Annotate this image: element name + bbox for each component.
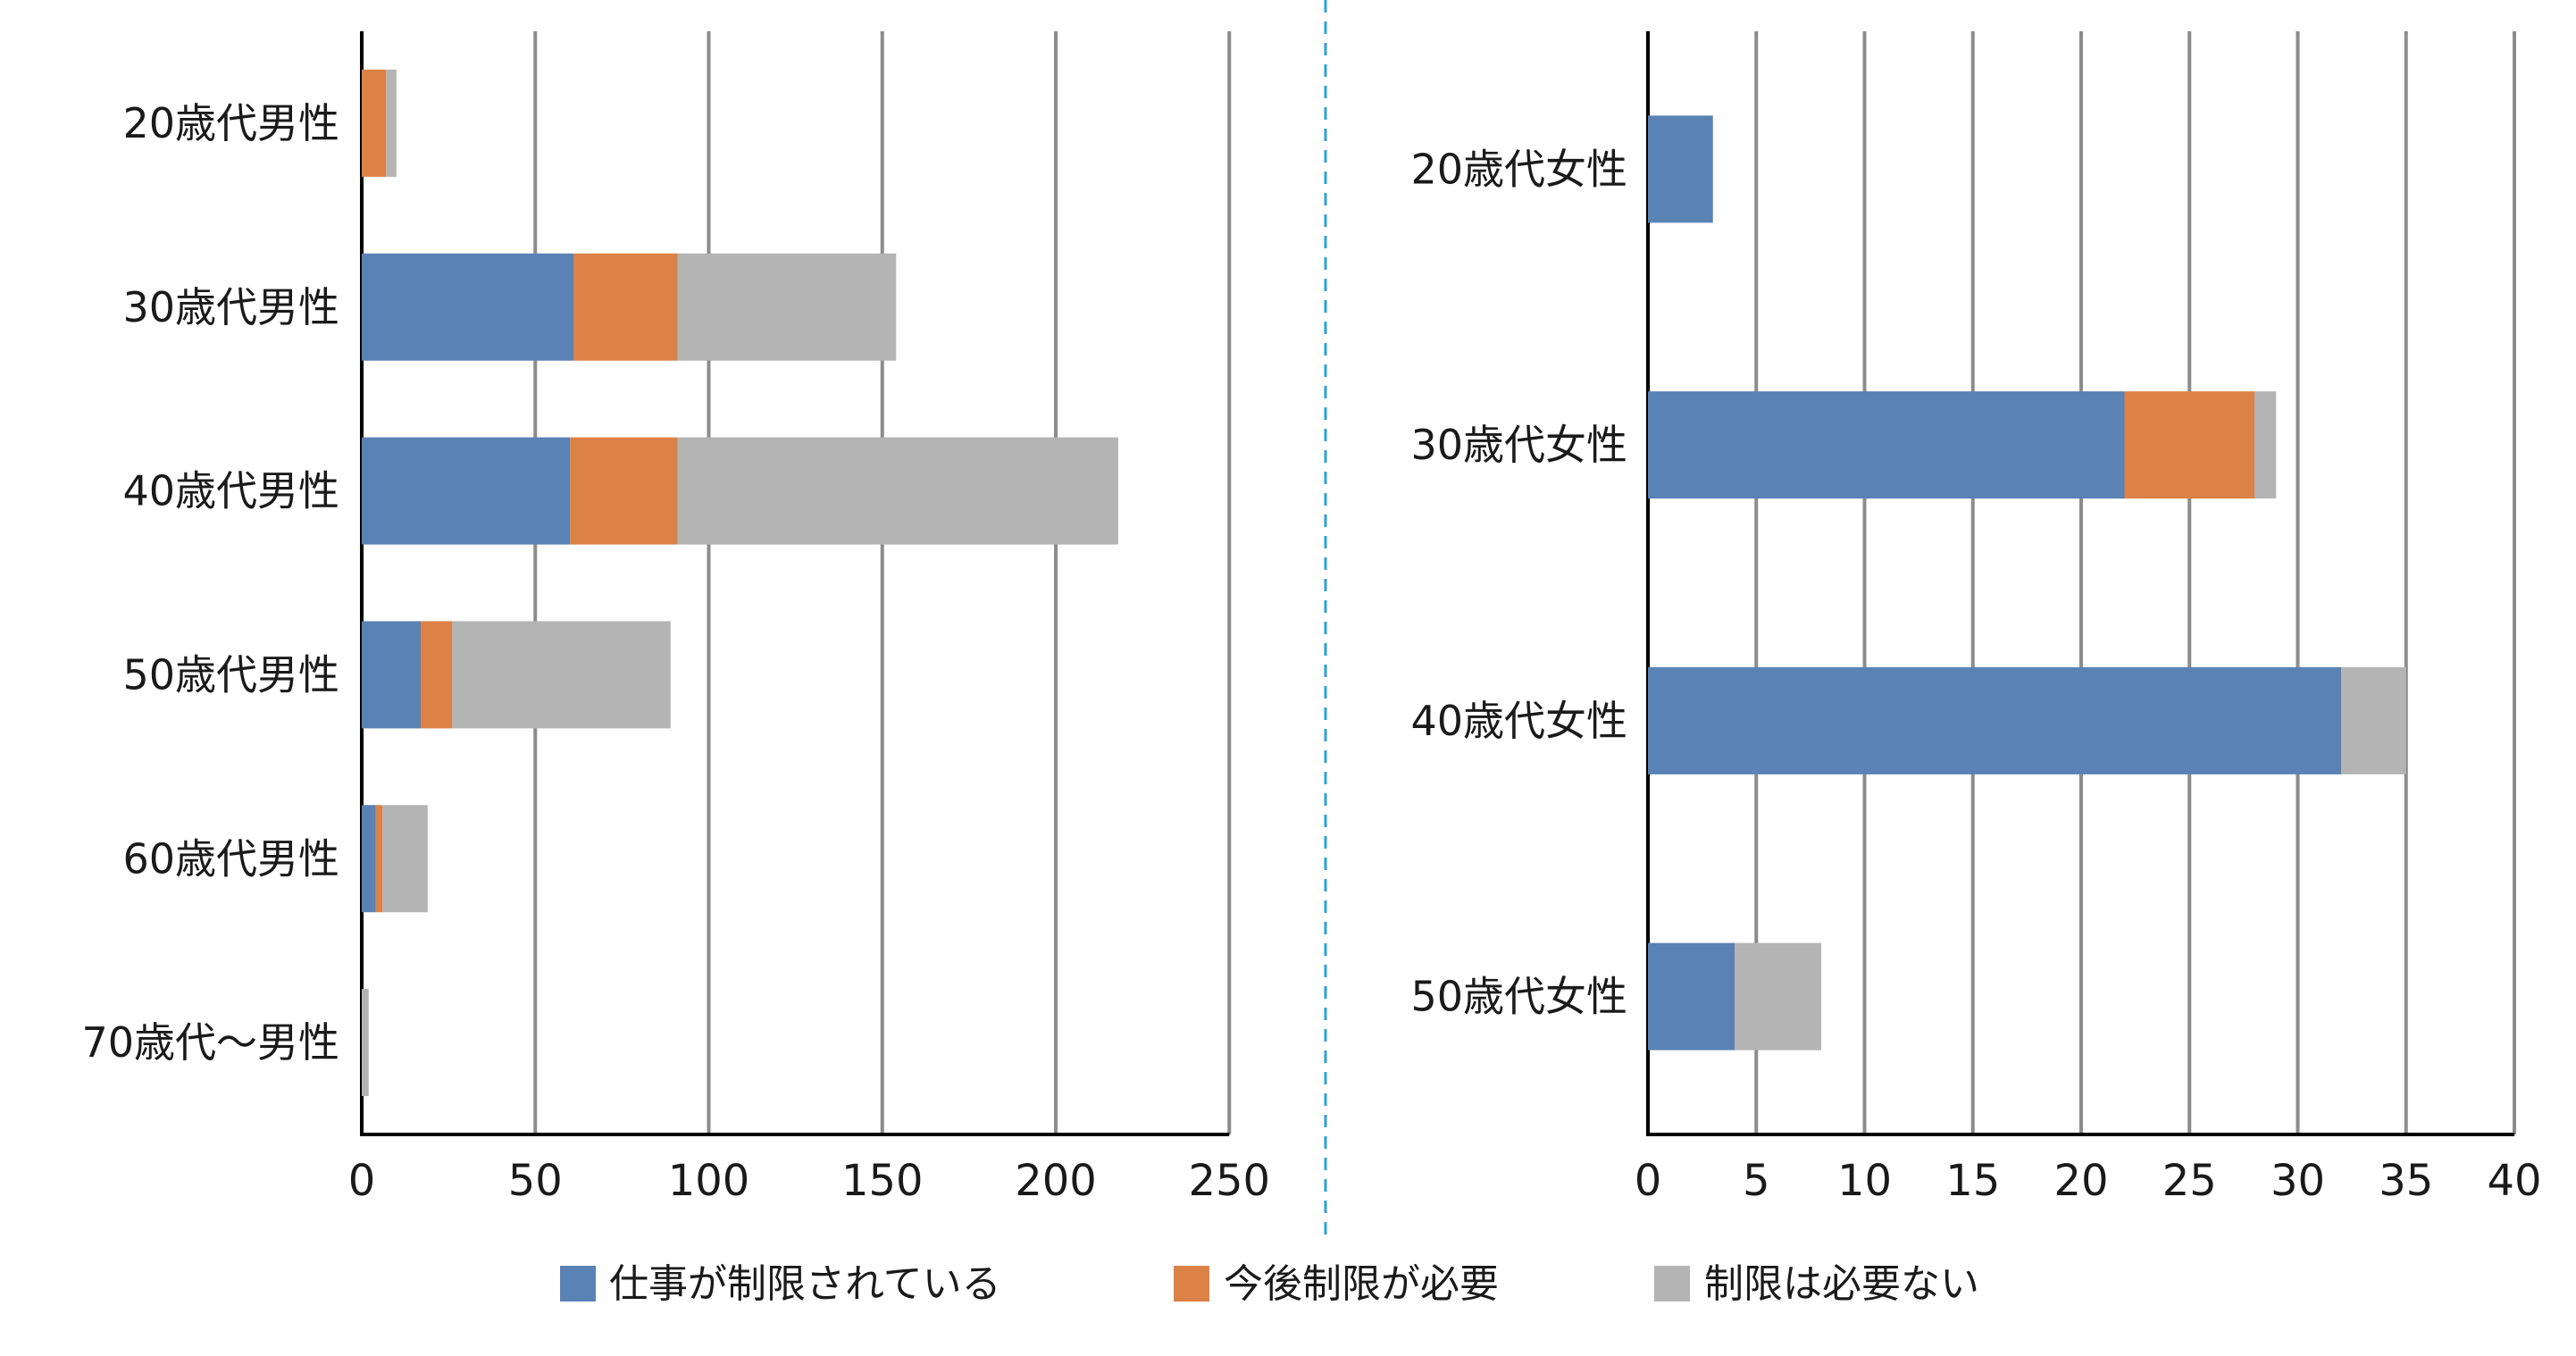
female-bar-no_restriction [1735,942,1821,1050]
female-bar-restricted [1648,942,1735,1050]
female-bar-restricted [1648,391,2125,499]
female-bar-no_restriction [2254,391,2277,499]
male-bar-restricted [362,253,573,361]
male-category-label: 30歳代男性 [122,283,339,331]
male-tick-label: 0 [348,1156,376,1206]
male-bar-restricted [362,621,422,729]
legend-label-needs_restriction: 今後制限が必要 [1224,1261,1499,1307]
female-category-label: 40歳代女性 [1410,697,1627,745]
legend-swatch-needs_restriction [1174,1266,1209,1302]
male-tick-label: 250 [1188,1156,1270,1206]
female-bar-no_restriction [2341,666,2406,774]
male-bar-needs_restriction [375,805,383,913]
legend: 仕事が制限されている 今後制限が必要 制限は必要ない [560,1261,1979,1307]
male-category-label: 70歳代〜男性 [81,1018,339,1067]
female-category-label: 20歳代女性 [1410,145,1627,193]
female-tick-label: 40 [2487,1156,2541,1206]
male-bar-no_restriction [362,989,369,1097]
male-category-label: 60歳代男性 [122,834,339,883]
male-category-label: 50歳代男性 [122,650,339,699]
male-bar-needs_restriction [570,437,678,545]
legend-swatch-restricted [560,1266,596,1302]
male-tick-label: 50 [508,1156,563,1206]
female-tick-label: 25 [2162,1156,2217,1206]
female-category-label: 50歳代女性 [1410,973,1627,1021]
male-bar-no_restriction [452,621,671,729]
male-tick-label: 150 [841,1156,924,1206]
male-chart-panel: 0 50 100 150 200 250 20歳代男性 30歳代男性 40歳代男性 50歳代男性 6… [81,31,1270,1206]
male-bar-needs_restriction [362,69,387,177]
male-bar-restricted [362,805,376,913]
female-bar-restricted [1648,666,2341,774]
male-bar-no_restriction [677,253,897,361]
female-bar-restricted [1648,115,1713,223]
female-tick-label: 10 [1837,1156,1892,1206]
male-bar-needs_restriction [573,253,678,361]
male-bar-needs_restriction [421,621,453,729]
female-chart-panel: 0 5 10 15 20 25 30 35 40 20歳代女性 30歳代女性 40歳代女性 50歳代女性 [1410,31,2542,1206]
male-category-label: 40歳代男性 [122,467,339,515]
female-tick-label: 0 [1635,1156,1662,1206]
male-tick-label: 100 [668,1156,750,1206]
female-tick-label: 5 [1743,1156,1770,1206]
female-bar-needs_restriction [2124,391,2254,499]
male-category-label: 20歳代男性 [122,99,339,147]
female-tick-label: 35 [2379,1156,2433,1206]
legend-swatch-no_restriction [1654,1266,1690,1302]
male-tick-label: 200 [1015,1156,1097,1206]
male-bar-no_restriction [386,69,397,177]
male-bar-no_restriction [677,437,1118,545]
male-bar-no_restriction [382,805,428,913]
female-category-label: 30歳代女性 [1410,421,1627,469]
legend-label-no_restriction: 制限は必要ない [1704,1261,1979,1307]
male-bar-restricted [362,437,571,545]
female-tick-label: 20 [2053,1156,2108,1206]
female-tick-label: 30 [2271,1156,2325,1206]
female-tick-label: 15 [1945,1156,2000,1206]
legend-label-restricted: 仕事が制限されている [609,1261,1001,1307]
